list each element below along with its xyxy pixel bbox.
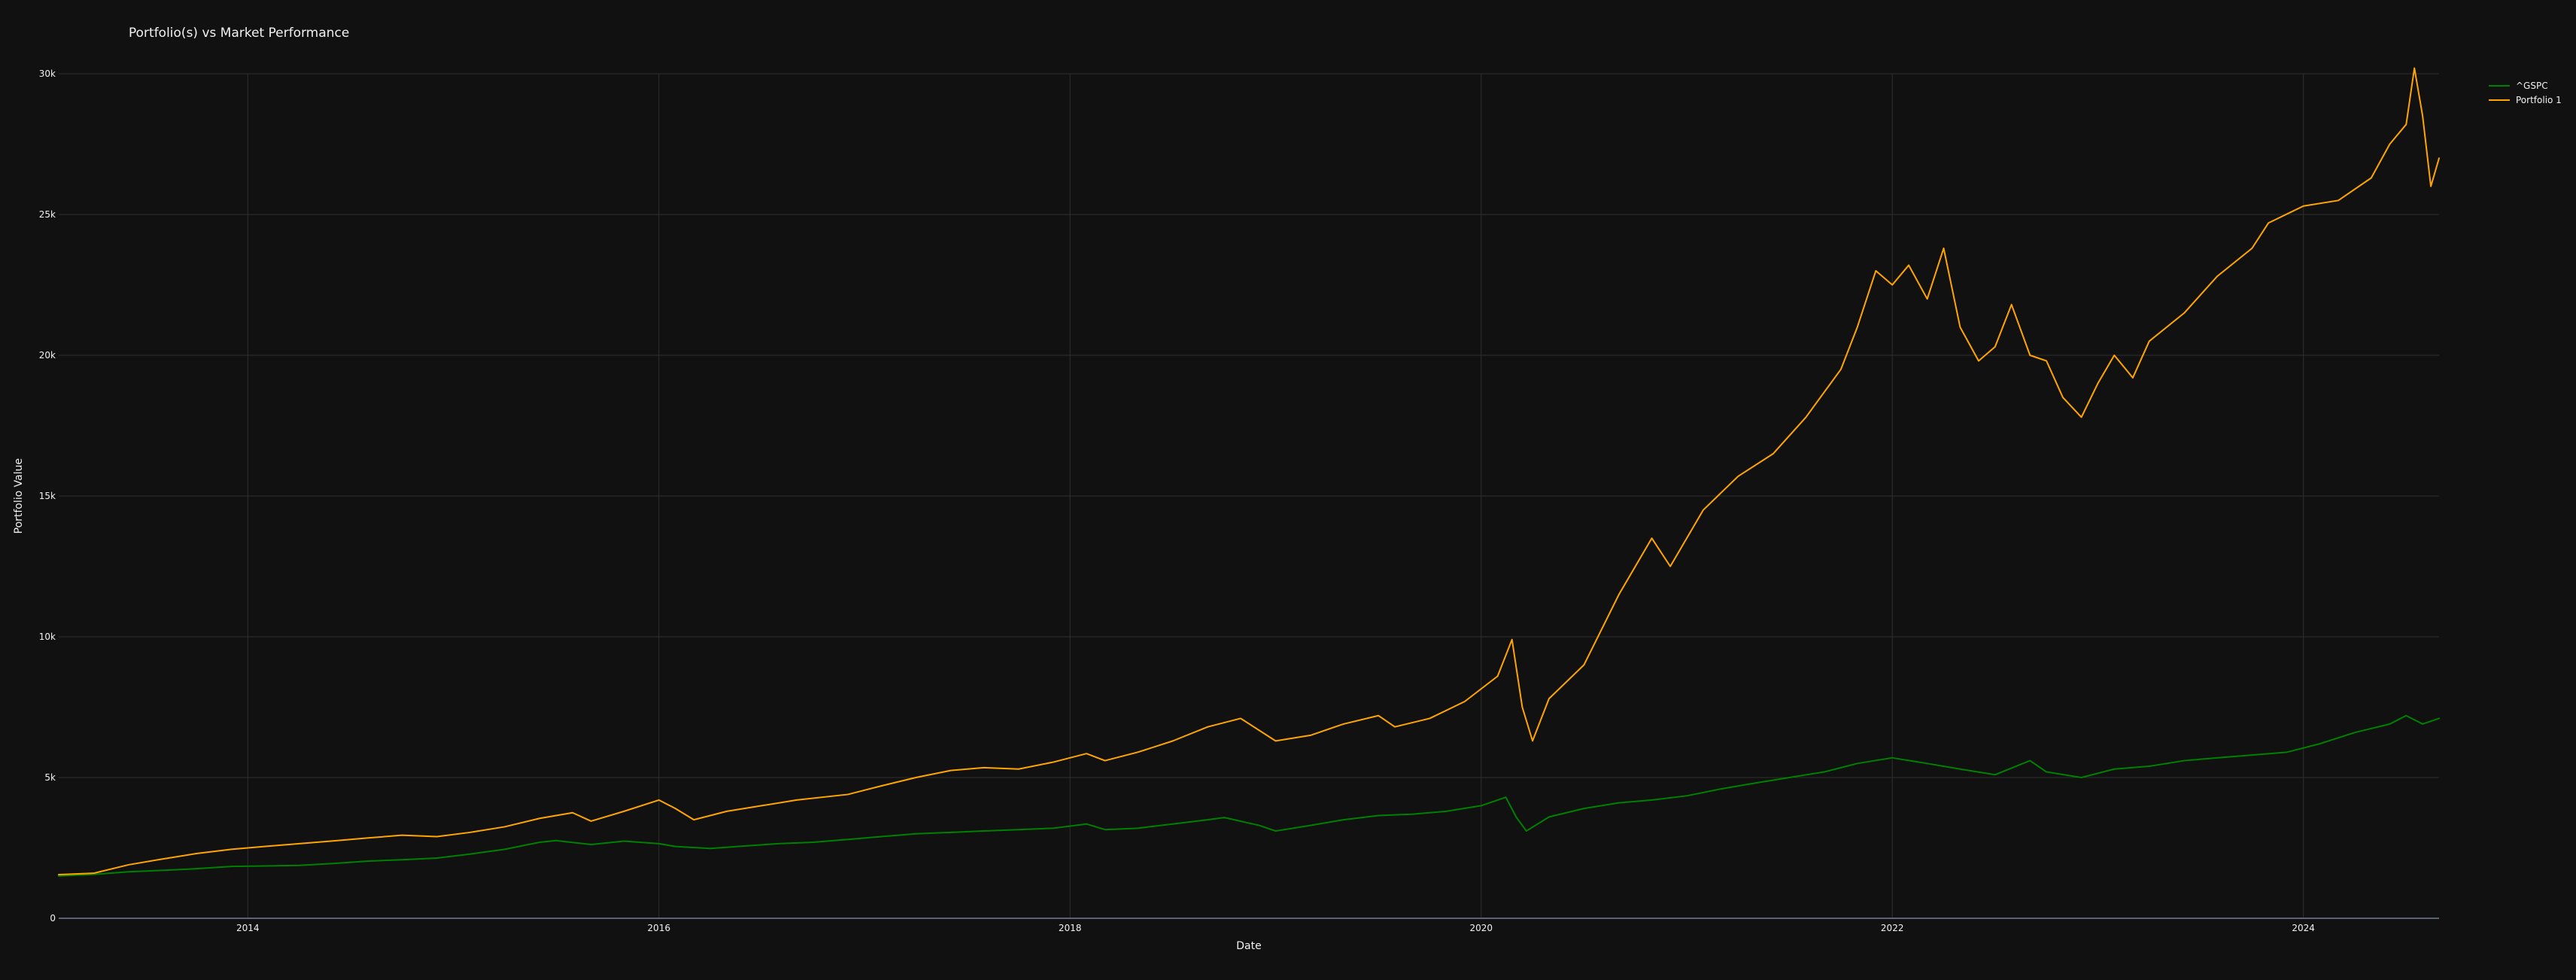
series-layer <box>58 67 2440 877</box>
y-tick-0: 0 <box>50 913 56 924</box>
y-tick-5k: 5k <box>44 772 56 783</box>
legend-label-1: Portfolio 1 <box>2516 95 2562 105</box>
legend-label-0: ^GSPC <box>2516 81 2548 91</box>
x-tick-2018: 2018 <box>1059 923 1082 933</box>
series-line-0[interactable] <box>58 714 2440 877</box>
axis-layer: 2014 2016 2018 2020 2022 2024 0 5k 10k 15k 20k 25k 3… <box>39 68 2439 933</box>
x-tick-2020: 2020 <box>1469 923 1493 933</box>
chart-title: Portfolio(s) vs Market Performance <box>129 26 349 41</box>
series-line-1[interactable] <box>58 67 2440 876</box>
y-tick-25k: 25k <box>39 209 56 220</box>
x-tick-2014: 2014 <box>236 923 260 933</box>
x-tick-2022: 2022 <box>1881 923 1904 933</box>
x-tick-2016: 2016 <box>648 923 671 933</box>
legend-item-1[interactable]: Portfolio 1 <box>2489 95 2562 105</box>
x-tick-2024: 2024 <box>2292 923 2315 933</box>
y-tick-15k: 15k <box>39 491 56 501</box>
y-tick-10k: 10k <box>39 632 56 642</box>
x-axis-label: Date <box>1236 940 1261 952</box>
legend-layer[interactable]: ^GSPC Portfolio 1 <box>2489 81 2562 105</box>
grid-layer <box>59 73 2439 918</box>
y-tick-20k: 20k <box>39 350 56 361</box>
legend-item-0[interactable]: ^GSPC <box>2489 81 2548 91</box>
y-tick-30k: 30k <box>39 68 56 79</box>
y-axis-label: Portfolio Value <box>13 458 25 534</box>
